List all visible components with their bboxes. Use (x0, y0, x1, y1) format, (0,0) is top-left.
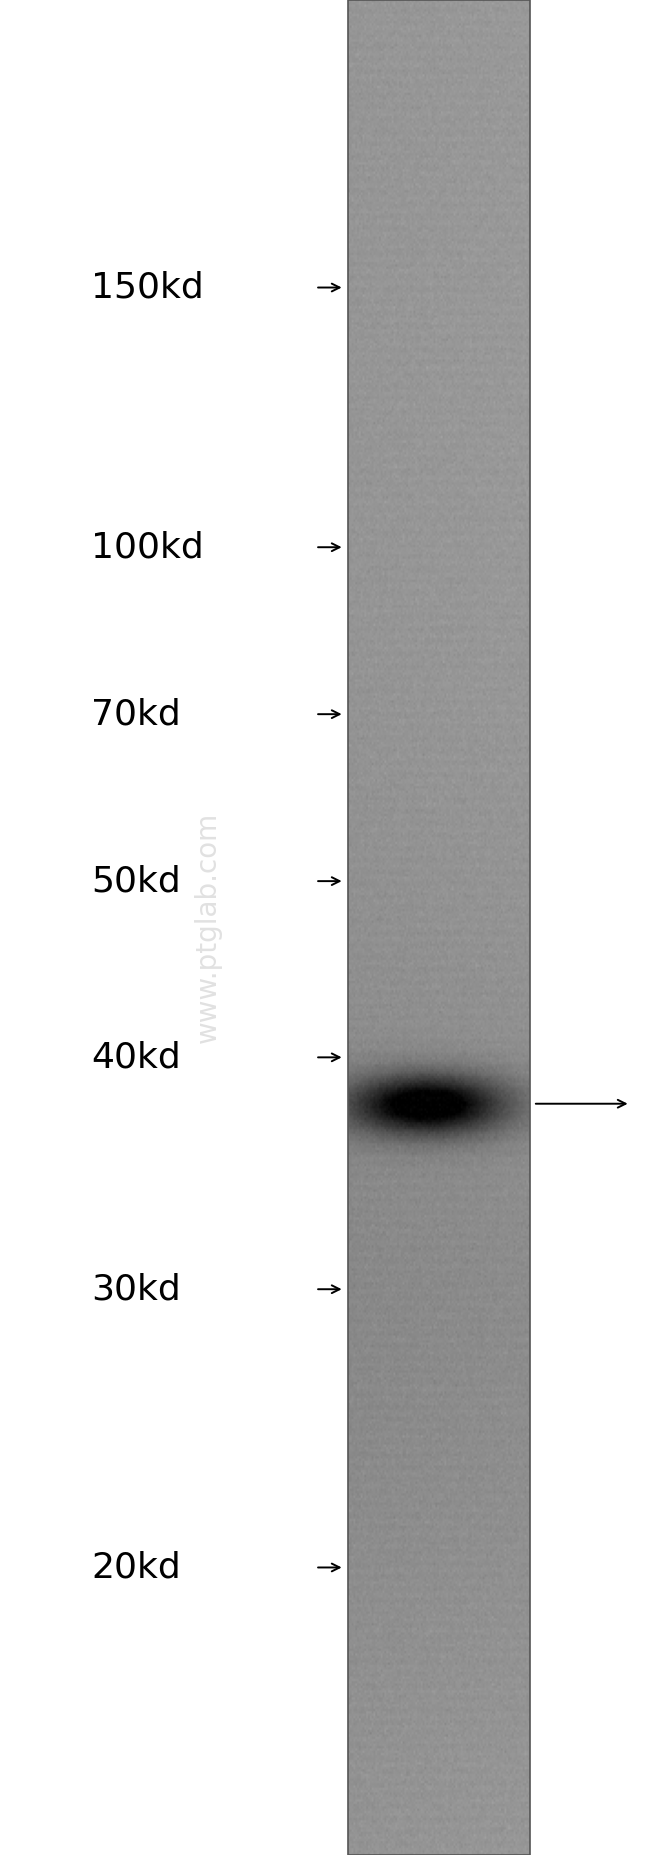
Bar (348, 0, 530, 1855)
Text: 50kd: 50kd (91, 864, 181, 898)
Text: 30kd: 30kd (91, 1273, 181, 1306)
Text: 20kd: 20kd (91, 1551, 181, 1584)
Text: 100kd: 100kd (91, 531, 203, 564)
Text: 150kd: 150kd (91, 271, 203, 304)
Text: 70kd: 70kd (91, 697, 181, 731)
Text: 40kd: 40kd (91, 1041, 181, 1074)
Text: www.ptglab.com: www.ptglab.com (194, 812, 222, 1043)
